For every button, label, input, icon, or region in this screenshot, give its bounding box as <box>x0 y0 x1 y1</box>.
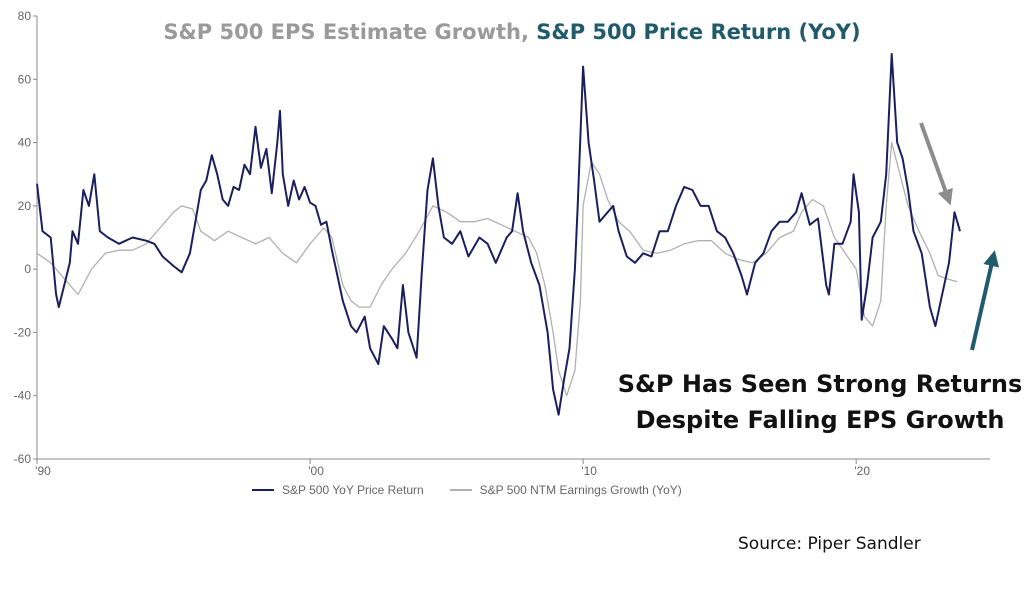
y-tick-label: 80 <box>18 9 32 23</box>
series-price-return-line <box>36 53 961 416</box>
x-tick-label: '00 <box>308 464 324 478</box>
y-tick-label: -20 <box>14 325 32 339</box>
x-tick-label: '90 <box>35 464 51 478</box>
chart-series <box>36 53 961 416</box>
title-price-return: S&P 500 Price Return (YoY) <box>536 20 861 44</box>
annotation-line-2: Despite Falling EPS Growth <box>635 406 1005 434</box>
legend-item-earnings-growth: S&P 500 NTM Earnings Growth (YoY) <box>449 483 682 497</box>
title-eps-growth: S&P 500 EPS Estimate Growth, <box>163 20 529 44</box>
x-tick-label: '20 <box>854 464 870 478</box>
down-arrow <box>919 122 953 206</box>
y-tick-label: -40 <box>14 389 32 403</box>
chart-axes: -60 -40 -20 0 20 40 60 80 '90 '00 '10 '20 <box>14 9 990 478</box>
chart-title: S&P 500 EPS Estimate Growth, S&P 500 Pri… <box>0 20 1024 44</box>
legend-item-price-return: S&P 500 YoY Price Return <box>252 483 424 497</box>
legend-label-price-return: S&P 500 YoY Price Return <box>282 483 424 497</box>
annotation-line-1: S&P Has Seen Strong Returns <box>617 370 1023 398</box>
y-tick-label: 40 <box>18 136 32 150</box>
y-tick-label: 0 <box>24 262 31 276</box>
source-note: Source: Piper Sandler <box>738 534 921 554</box>
y-tick-label: 20 <box>18 199 32 213</box>
legend-label-earnings-growth: S&P 500 NTM Earnings Growth (YoY) <box>479 483 682 497</box>
x-tick-label: '10 <box>581 464 597 478</box>
y-tick-label: 60 <box>18 72 32 86</box>
chart-legend: S&P 500 YoY Price Return S&P 500 NTM Ear… <box>252 483 708 497</box>
chart-arrows <box>919 122 1000 351</box>
chart-annotation: S&P Has Seen Strong Returns Despite Fall… <box>600 366 1024 438</box>
legend-swatch-earnings-growth <box>449 489 472 491</box>
legend-swatch-price-return <box>252 489 274 491</box>
series-earnings-growth-line <box>36 141 958 397</box>
y-tick-label: -60 <box>14 452 32 466</box>
up-arrow <box>970 250 1000 351</box>
